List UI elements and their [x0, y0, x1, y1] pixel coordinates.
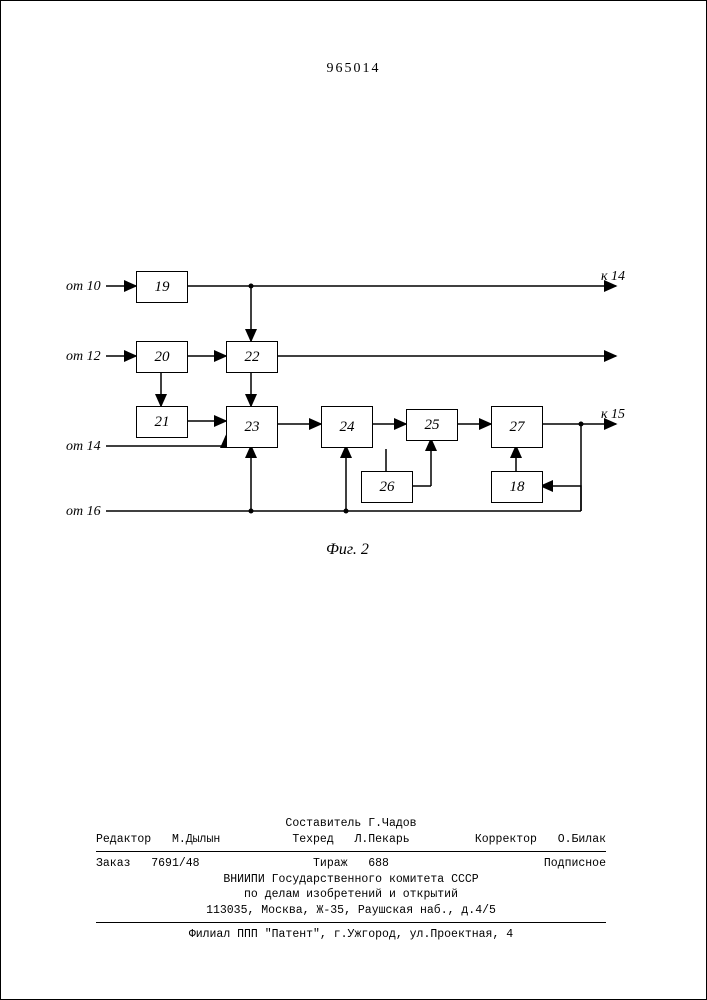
divider	[96, 922, 606, 923]
block-26: 26	[361, 471, 413, 503]
imprint-footer: Составитель Г.Чадов Редактор М.Дылын Тех…	[96, 816, 606, 943]
sign-label: Подписное	[544, 857, 606, 870]
org-line-2: по делам изобретений и открытий	[96, 887, 606, 903]
io-label-in12: от 12	[66, 349, 101, 365]
block-diagram-fig2: 19202221232425272618 от 10от 12от 14от 1…	[71, 261, 631, 601]
order-number: 7691/48	[151, 857, 199, 870]
address-line: 113035, Москва, Ж-35, Раушская наб., д.4…	[96, 903, 606, 919]
block-22: 22	[226, 341, 278, 373]
corrector-label: Корректор	[475, 833, 537, 846]
block-20: 20	[136, 341, 188, 373]
document-number: 965014	[327, 61, 381, 77]
patent-page: 965014 19 20 22 21 23 24 25 27 26 18 от 10 от 12 от…	[0, 0, 707, 1000]
order-label: Заказ	[96, 857, 131, 870]
io-label-out15: к 15	[601, 407, 625, 423]
branch-line: Филиал ППП "Патент", г.Ужгород, ул.Проек…	[96, 927, 606, 943]
divider	[96, 851, 606, 852]
compiler-label: Составитель	[285, 817, 361, 830]
tirage-value: 688	[368, 857, 389, 870]
block-24: 24	[321, 406, 373, 448]
org-line-1: ВНИИПИ Государственного комитета СССР	[96, 872, 606, 888]
techred-label: Техред	[292, 833, 333, 846]
io-label-out14: к 14	[601, 269, 625, 285]
block-19: 19	[136, 271, 188, 303]
editor-label: Редактор	[96, 833, 151, 846]
block-27: 27	[491, 406, 543, 448]
block-23: 23	[226, 406, 278, 448]
compiler-name: Г.Чадов	[368, 817, 416, 830]
io-label-in10: от 10	[66, 279, 101, 295]
block-25: 25	[406, 409, 458, 441]
io-label-in16: от 16	[66, 504, 101, 520]
editor-name: М.Дылын	[172, 833, 220, 846]
tirage-label: Тираж	[313, 857, 348, 870]
figure-caption: Фиг. 2	[326, 541, 369, 559]
block-21: 21	[136, 406, 188, 438]
corrector-name: О.Билак	[558, 833, 606, 846]
io-label-in14: от 14	[66, 439, 101, 455]
block-18: 18	[491, 471, 543, 503]
techred-name: Л.Пекарь	[354, 833, 409, 846]
